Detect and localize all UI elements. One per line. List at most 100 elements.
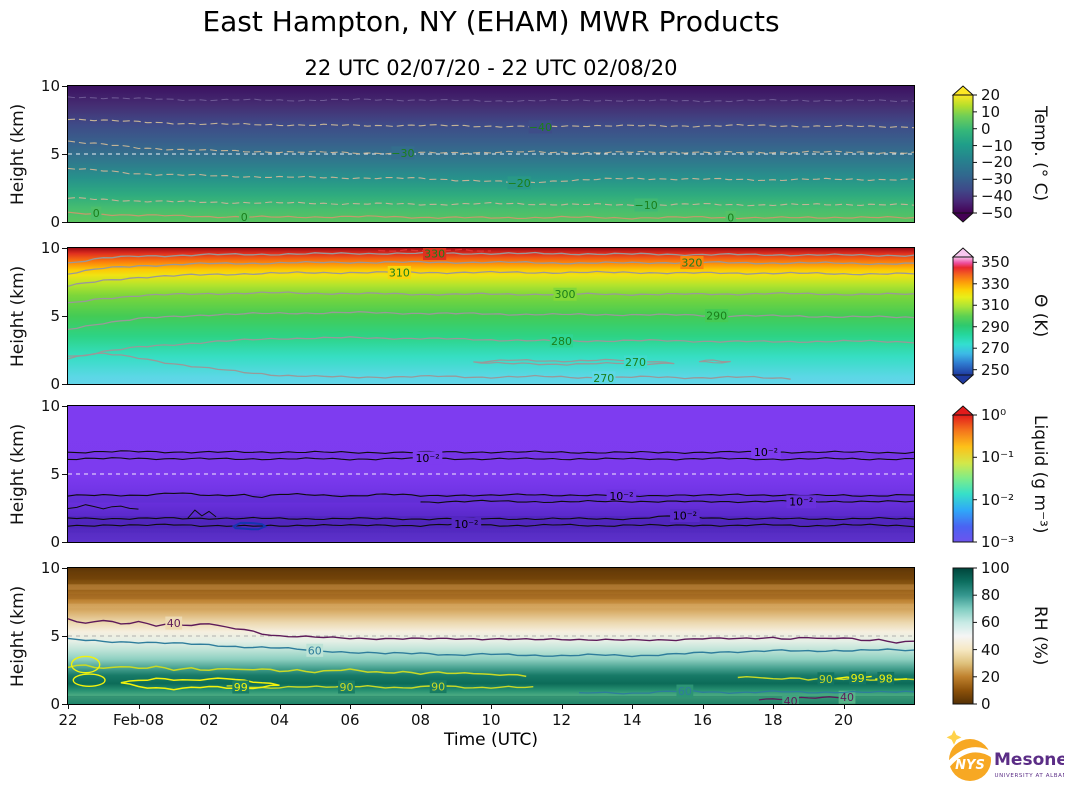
relative-humidity-band (68, 572, 914, 580)
colorbar-extend-top (951, 85, 975, 96)
colorbar-tick-label: −50 (981, 204, 1013, 222)
x-tick-label: 12 (551, 711, 572, 729)
y-tick-label: 0 (50, 695, 60, 713)
contour-label-bg (782, 694, 800, 704)
colorbar-tick-label: 0 (981, 695, 991, 713)
relative-humidity-plot: 40 40 40 60 60 90 90 90 99 99 98 (68, 568, 914, 704)
contour-label: 10⁻² (754, 446, 778, 459)
temperature-contour-0 (68, 211, 914, 220)
colorbar-tick-label: 10⁰ (981, 406, 1007, 424)
potential-temperature-colorbar (951, 247, 977, 385)
x-axis-title: Time (UTC) (444, 730, 538, 750)
colorbar-axis-label: Temp. (° C) (1030, 106, 1050, 202)
y-tick-label: 5 (50, 145, 60, 163)
y-axis-label: Height (km) (8, 265, 28, 367)
x-tick-mark (350, 704, 351, 709)
y-tick-mark (62, 704, 67, 705)
relative-humidity-contour-99 (72, 673, 106, 688)
y-axis-label: Height (km) (8, 423, 28, 525)
contour-label: 310 (389, 266, 410, 279)
contour-label-bg (705, 309, 729, 323)
x-tick-mark (209, 704, 210, 709)
contour-label-bg (670, 508, 700, 522)
contour-label-bg (751, 445, 781, 459)
y-tick-mark (62, 406, 67, 407)
liquid-band (68, 532, 914, 541)
contour-label: 99 (234, 681, 248, 694)
contour-label: 10⁻² (673, 509, 697, 522)
y-tick-label: 10 (40, 239, 60, 257)
colorbar-tick-label: 350 (981, 253, 1010, 272)
potential-temperature-contour-290 (68, 311, 914, 331)
colorbar-tick-label: 330 (981, 274, 1010, 293)
contour-label: 60 (308, 644, 322, 657)
potential-temperature-panel: 330 320 310 300 290 280 270 270 (67, 247, 915, 385)
colorbar-tick-label: 10⁻³ (981, 533, 1015, 551)
temperature-contour--30 (68, 140, 914, 155)
logo-star-icon (946, 730, 962, 745)
chart-subtitle: 22 UTC 02/07/20 - 22 UTC 02/08/20 (304, 56, 678, 80)
contour-label: 280 (551, 335, 572, 348)
contour-label-bg (725, 210, 736, 222)
y-tick-label: 0 (50, 533, 60, 551)
contour-label: −20 (508, 177, 531, 190)
colorbar-tick-label: −10 (981, 136, 1013, 155)
colorbar-extend-top (951, 247, 975, 258)
relative-humidity-band (68, 603, 914, 609)
contour-label-bg (592, 371, 616, 384)
contour-label: 300 (555, 288, 576, 301)
relative-humidity-colorbar (952, 567, 977, 705)
y-tick-mark (62, 568, 67, 569)
contour-label-bg (412, 451, 443, 465)
contour-label: 90 (819, 673, 833, 686)
contour-label: −40 (529, 121, 552, 134)
y-tick-mark (62, 248, 67, 249)
contour-label: 10⁻² (609, 490, 633, 503)
contour-label-bg (606, 489, 637, 503)
colorbar-tick-label: 20 (981, 667, 1001, 686)
contour-label-bg (306, 643, 324, 657)
chart-title: East Hampton, NY (EHAM) MWR Products (202, 5, 780, 38)
x-tick-label: 10 (481, 711, 501, 729)
potential-temperature-plot: 330 320 310 300 290 280 270 270 (68, 248, 914, 384)
contour-label: 40 (167, 617, 181, 630)
temperature-contour--20 (68, 167, 914, 184)
potential-temperature-contour-280 (68, 336, 914, 360)
colorbar-axis-label: Liquid (g m⁻³) (1030, 414, 1050, 534)
colorbar-tick-label: 10⁻¹ (981, 448, 1015, 467)
liquid-colorbar (951, 405, 977, 543)
relative-humidity-contour-99 (120, 677, 280, 691)
colorbar-tick-label: −30 (981, 170, 1013, 189)
colorbar-tick-label: 20 (981, 86, 1001, 104)
x-tick-label: Feb-08 (112, 711, 165, 729)
contour-label-bg (91, 206, 102, 220)
y-tick-mark (62, 474, 67, 475)
y-tick-mark (62, 542, 67, 543)
colorbar-tick-label: 290 (981, 317, 1010, 336)
logo-graphic: NYS Mesonet UNIVERSITY AT ALBANY (946, 730, 1066, 781)
contour-label-bg (165, 616, 183, 630)
contour-label: 10⁻² (789, 496, 813, 509)
contour-label-bg (877, 671, 895, 685)
colorbar-tick-label: 10 (981, 102, 1001, 121)
y-tick-mark (62, 384, 67, 385)
contour-label-bg (338, 680, 355, 694)
contour-label-bg (391, 146, 415, 160)
relative-humidity-band (68, 695, 914, 704)
contour-label: 10⁻² (454, 518, 478, 531)
colorbar-tick-label: −40 (981, 187, 1013, 206)
nys-mesonet-logo: NYS Mesonet UNIVERSITY AT ALBANY (944, 722, 1066, 798)
logo-org-text: NYS (955, 758, 985, 773)
x-tick-label: 02 (199, 711, 219, 729)
liquid-contour-0.01 (68, 514, 914, 521)
relative-humidity-contour-99 (70, 655, 101, 674)
potential-temperature-contour-270 (473, 358, 675, 366)
contour-label: 320 (681, 257, 702, 270)
contour-label: 40 (784, 695, 798, 704)
contour-label-bg (451, 517, 482, 531)
temperature-panel: −40 −30 −20 −10 0 0 0 (67, 85, 915, 223)
potential-temperature-contour-270 (698, 359, 731, 364)
colorbar-tick-label: 0 (981, 119, 991, 138)
y-axis-label: Height (km) (8, 585, 28, 687)
potential-temperature-contour-310 (68, 270, 914, 287)
